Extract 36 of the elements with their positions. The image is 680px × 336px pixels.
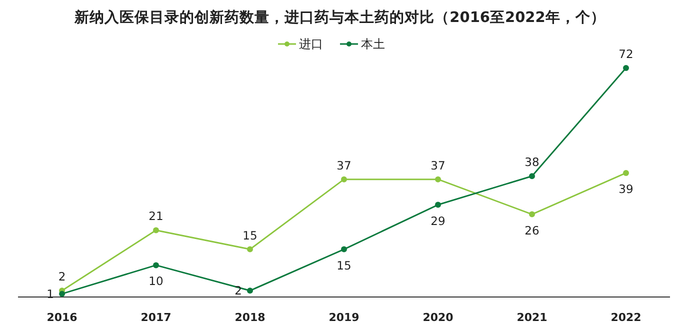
data-label: 38	[524, 155, 540, 170]
point	[341, 246, 347, 252]
data-label: 15	[242, 228, 258, 242]
point	[59, 290, 65, 297]
x-tick-label: 2020	[422, 311, 454, 324]
x-tick-label: 2021	[516, 311, 548, 324]
data-label: 15	[336, 258, 352, 272]
point	[529, 173, 535, 180]
x-tick-label: 2017	[140, 311, 172, 324]
point	[153, 262, 159, 268]
data-label: 2	[234, 284, 242, 298]
point	[153, 227, 159, 234]
point	[247, 246, 253, 252]
x-tick-label: 2022	[610, 311, 642, 324]
data-label: 37	[336, 158, 352, 172]
point	[435, 176, 441, 182]
data-label: 2	[58, 270, 66, 284]
data-label: 72	[618, 47, 634, 61]
x-tick-label: 2018	[234, 311, 266, 324]
chart-title: 新纳入医保目录的创新药数量，进口药与本土药的对比（2016至2022年，个）	[74, 8, 606, 26]
data-label: 10	[148, 274, 164, 288]
data-label: 37	[430, 158, 446, 172]
x-tick-label: 2016	[46, 311, 78, 324]
point	[247, 288, 253, 294]
point	[529, 211, 535, 218]
point	[341, 176, 347, 182]
legend-label: 本土	[361, 37, 385, 51]
legend-label: 进口	[299, 37, 323, 51]
data-label: 29	[430, 214, 446, 228]
point	[435, 202, 441, 208]
data-label: 26	[524, 223, 540, 238]
x-tick-label: 2019	[328, 311, 360, 324]
data-label: 21	[148, 209, 164, 224]
point	[623, 65, 629, 71]
data-label: 39	[618, 182, 634, 196]
point	[623, 170, 629, 176]
